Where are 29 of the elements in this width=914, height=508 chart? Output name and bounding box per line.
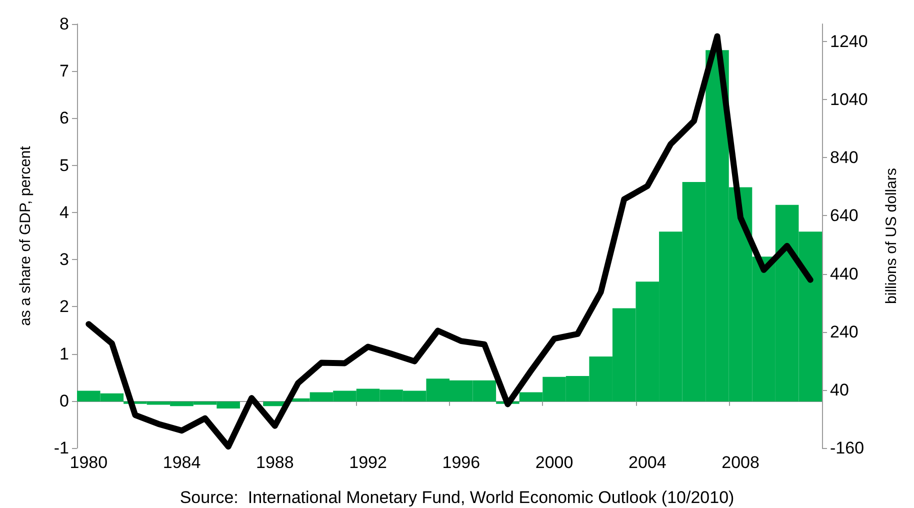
y-tick-label: 3	[60, 250, 69, 270]
y2-tick-label: 40	[830, 380, 849, 400]
x-tick-label: 1992	[349, 453, 387, 472]
x-tick-label: 1980	[70, 453, 108, 472]
source-note: Source: International Monetary Fund, World Economic Outlook (10/2010)	[180, 488, 734, 507]
x-tick-label: 2004	[628, 453, 666, 472]
y-tick-label: 0	[60, 391, 69, 410]
y2-tick-label: 640	[830, 206, 858, 226]
y-axis-title: as a share of GDP, percent	[17, 145, 34, 326]
y2-tick-label: 840	[830, 148, 858, 168]
y-tick-label: 1	[60, 344, 69, 364]
x-tick-label: 1988	[256, 453, 294, 472]
y2-tick-label: 1040	[830, 90, 868, 110]
y-tick-label: 4	[60, 202, 69, 222]
y-tick-label: 6	[60, 108, 69, 128]
y2-tick-label: 440	[830, 264, 858, 284]
y-tick-label: 8	[60, 14, 69, 34]
x-tick-label: 2000	[535, 453, 574, 472]
x-tick-label: 1996	[442, 453, 480, 472]
y2-tick-label: -160	[830, 438, 864, 458]
x-tick-label: 1984	[162, 453, 201, 472]
y-tick-label: 5	[60, 156, 69, 175]
y-tick-label: -1	[54, 438, 69, 458]
y2-tick-label: 1240	[830, 32, 868, 51]
x-tick-label: 2008	[722, 453, 760, 472]
y2-tick-label: 240	[830, 322, 858, 342]
y-tick-label: 7	[60, 62, 69, 81]
y-tick-label: 2	[60, 297, 69, 316]
y2-axis-title: billions of US dollars	[883, 168, 900, 304]
